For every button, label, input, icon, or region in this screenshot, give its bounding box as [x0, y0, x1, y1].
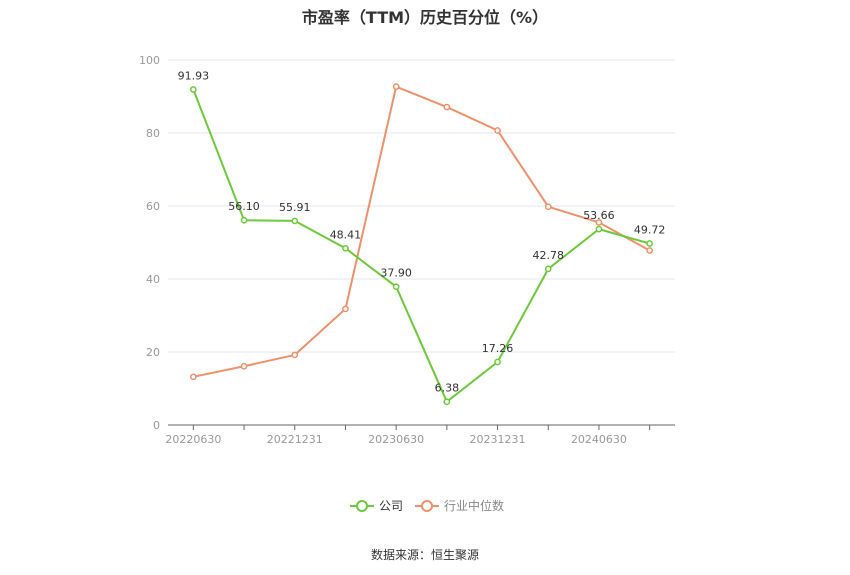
- series-line-industry: [193, 85, 651, 378]
- y-tick-label: 0: [153, 419, 160, 432]
- series-line-company: [192, 89, 650, 403]
- data-label-company: 55.91: [279, 201, 311, 214]
- point-company-20221231: [291, 217, 299, 225]
- chart-title: 市盈率（TTM）历史百分位（%）: [301, 8, 549, 27]
- y-tick-label: 40: [146, 273, 160, 286]
- point-company-20230930: [443, 398, 451, 406]
- x-tick-label: 20230630: [368, 433, 424, 446]
- legend-label-industry: 行业中位数: [444, 498, 504, 513]
- data-label-company: 17.26: [482, 342, 514, 355]
- point-industry-20230331: [342, 305, 349, 313]
- y-tick-label: 100: [139, 54, 160, 67]
- point-industry-20230930: [443, 103, 451, 111]
- point-industry-20231231: [494, 127, 501, 134]
- point-industry-20220630: [190, 373, 197, 381]
- x-tick-label: 20220630: [165, 433, 221, 446]
- data-label-company: 6.38: [435, 382, 460, 395]
- legend-marker-company: [356, 500, 368, 512]
- data-label-company: 91.93: [178, 69, 210, 82]
- x-tick-label: 20221231: [267, 433, 323, 446]
- x-tick-label: 20231231: [470, 433, 526, 446]
- data-source: 数据来源：恒生聚源: [370, 548, 479, 562]
- data-label-company: 53.66: [583, 209, 615, 222]
- point-company-20231231: [494, 358, 501, 366]
- point-company-20230630: [392, 283, 400, 291]
- point-industry-20221231: [291, 351, 299, 359]
- point-industry-20240930: [646, 247, 654, 254]
- point-company-20220630: [190, 86, 197, 93]
- point-company-20240930: [646, 240, 654, 247]
- legend-label-company: 公司: [379, 499, 403, 513]
- point-company-20240630: [595, 225, 603, 233]
- data-label-company: 37.90: [380, 267, 412, 280]
- y-tick-label: 20: [146, 346, 160, 359]
- x-tick-label: 20240630: [571, 433, 627, 446]
- point-industry-20240630: [595, 219, 603, 226]
- point-industry-20230630: [392, 83, 400, 90]
- point-company-20220930: [240, 216, 248, 224]
- point-company-20240331: [544, 265, 552, 273]
- point-industry-20220930: [240, 362, 248, 370]
- point-company-20230331: [342, 244, 349, 252]
- y-tick-label: 60: [146, 200, 160, 213]
- legend-marker-industry: [421, 500, 433, 512]
- data-label-company: 48.41: [330, 228, 362, 241]
- point-industry-20240331: [544, 203, 552, 211]
- data-label-company: 49.72: [634, 224, 666, 237]
- y-tick-label: 80: [146, 127, 160, 140]
- data-label-company: 42.78: [533, 249, 565, 262]
- data-label-company: 56.10: [228, 200, 260, 213]
